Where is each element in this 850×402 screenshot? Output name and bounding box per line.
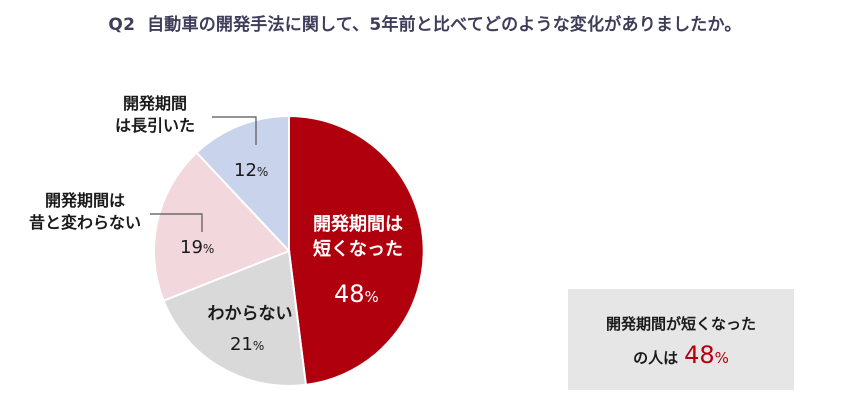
pct-shorter: 48% xyxy=(334,280,379,308)
slice-unknown xyxy=(162,249,308,387)
label-longer-line2: は長引いた xyxy=(114,116,195,135)
pct-sign: % xyxy=(364,288,379,306)
summary-value: 48% xyxy=(684,341,729,369)
pct-longer-value: 12 xyxy=(234,160,257,181)
label-shorter-line2: 短くなった xyxy=(313,239,403,260)
leader-line-same xyxy=(150,213,203,232)
pct-sign: % xyxy=(252,339,265,353)
summary-prefix: の人は xyxy=(633,349,679,367)
leader-line-longer xyxy=(212,116,257,145)
question-number: Q2 xyxy=(108,15,136,35)
label-same-line1: 開発期間は xyxy=(44,191,125,210)
label-longer: 開発期間 は長引いた xyxy=(100,93,210,137)
label-same-line2: 昔と変わらない xyxy=(28,213,141,232)
label-shorter-line1: 開発期間は xyxy=(313,214,403,235)
label-unknown-text: わからない xyxy=(207,304,293,324)
pct-unknown: 21% xyxy=(230,334,264,355)
summary-value-number: 48 xyxy=(684,341,715,369)
summary-line1: 開発期間が短くなった xyxy=(605,315,756,333)
slice-shorter xyxy=(288,114,425,387)
label-shorter: 開発期間は 短くなった xyxy=(298,212,418,262)
label-longer-line1: 開発期間 xyxy=(122,94,187,113)
slice-same xyxy=(153,151,291,302)
slice-longer xyxy=(195,114,290,254)
summary-box: 開発期間が短くなった の人は 48% xyxy=(568,289,794,390)
pct-sign: % xyxy=(202,242,215,256)
label-same: 開発期間は 昔と変わらない xyxy=(20,190,150,234)
pct-same-value: 19 xyxy=(180,237,203,258)
pct-longer: 12% xyxy=(234,160,268,181)
chart-title: Q2 自動車の開発手法に関して、5年前と比べてどのような変化がありましたか。 xyxy=(0,10,850,35)
label-unknown: わからない xyxy=(195,303,305,325)
pct-same: 19% xyxy=(180,237,214,258)
summary-line2: の人は 48% xyxy=(568,341,794,369)
pct-sign: % xyxy=(256,165,269,179)
pct-unknown-value: 21 xyxy=(230,334,253,355)
summary-pct-sign: % xyxy=(714,349,729,367)
question-text: 自動車の開発手法に関して、5年前と比べてどのような変化がありましたか。 xyxy=(147,15,742,35)
pct-shorter-value: 48 xyxy=(334,280,365,308)
